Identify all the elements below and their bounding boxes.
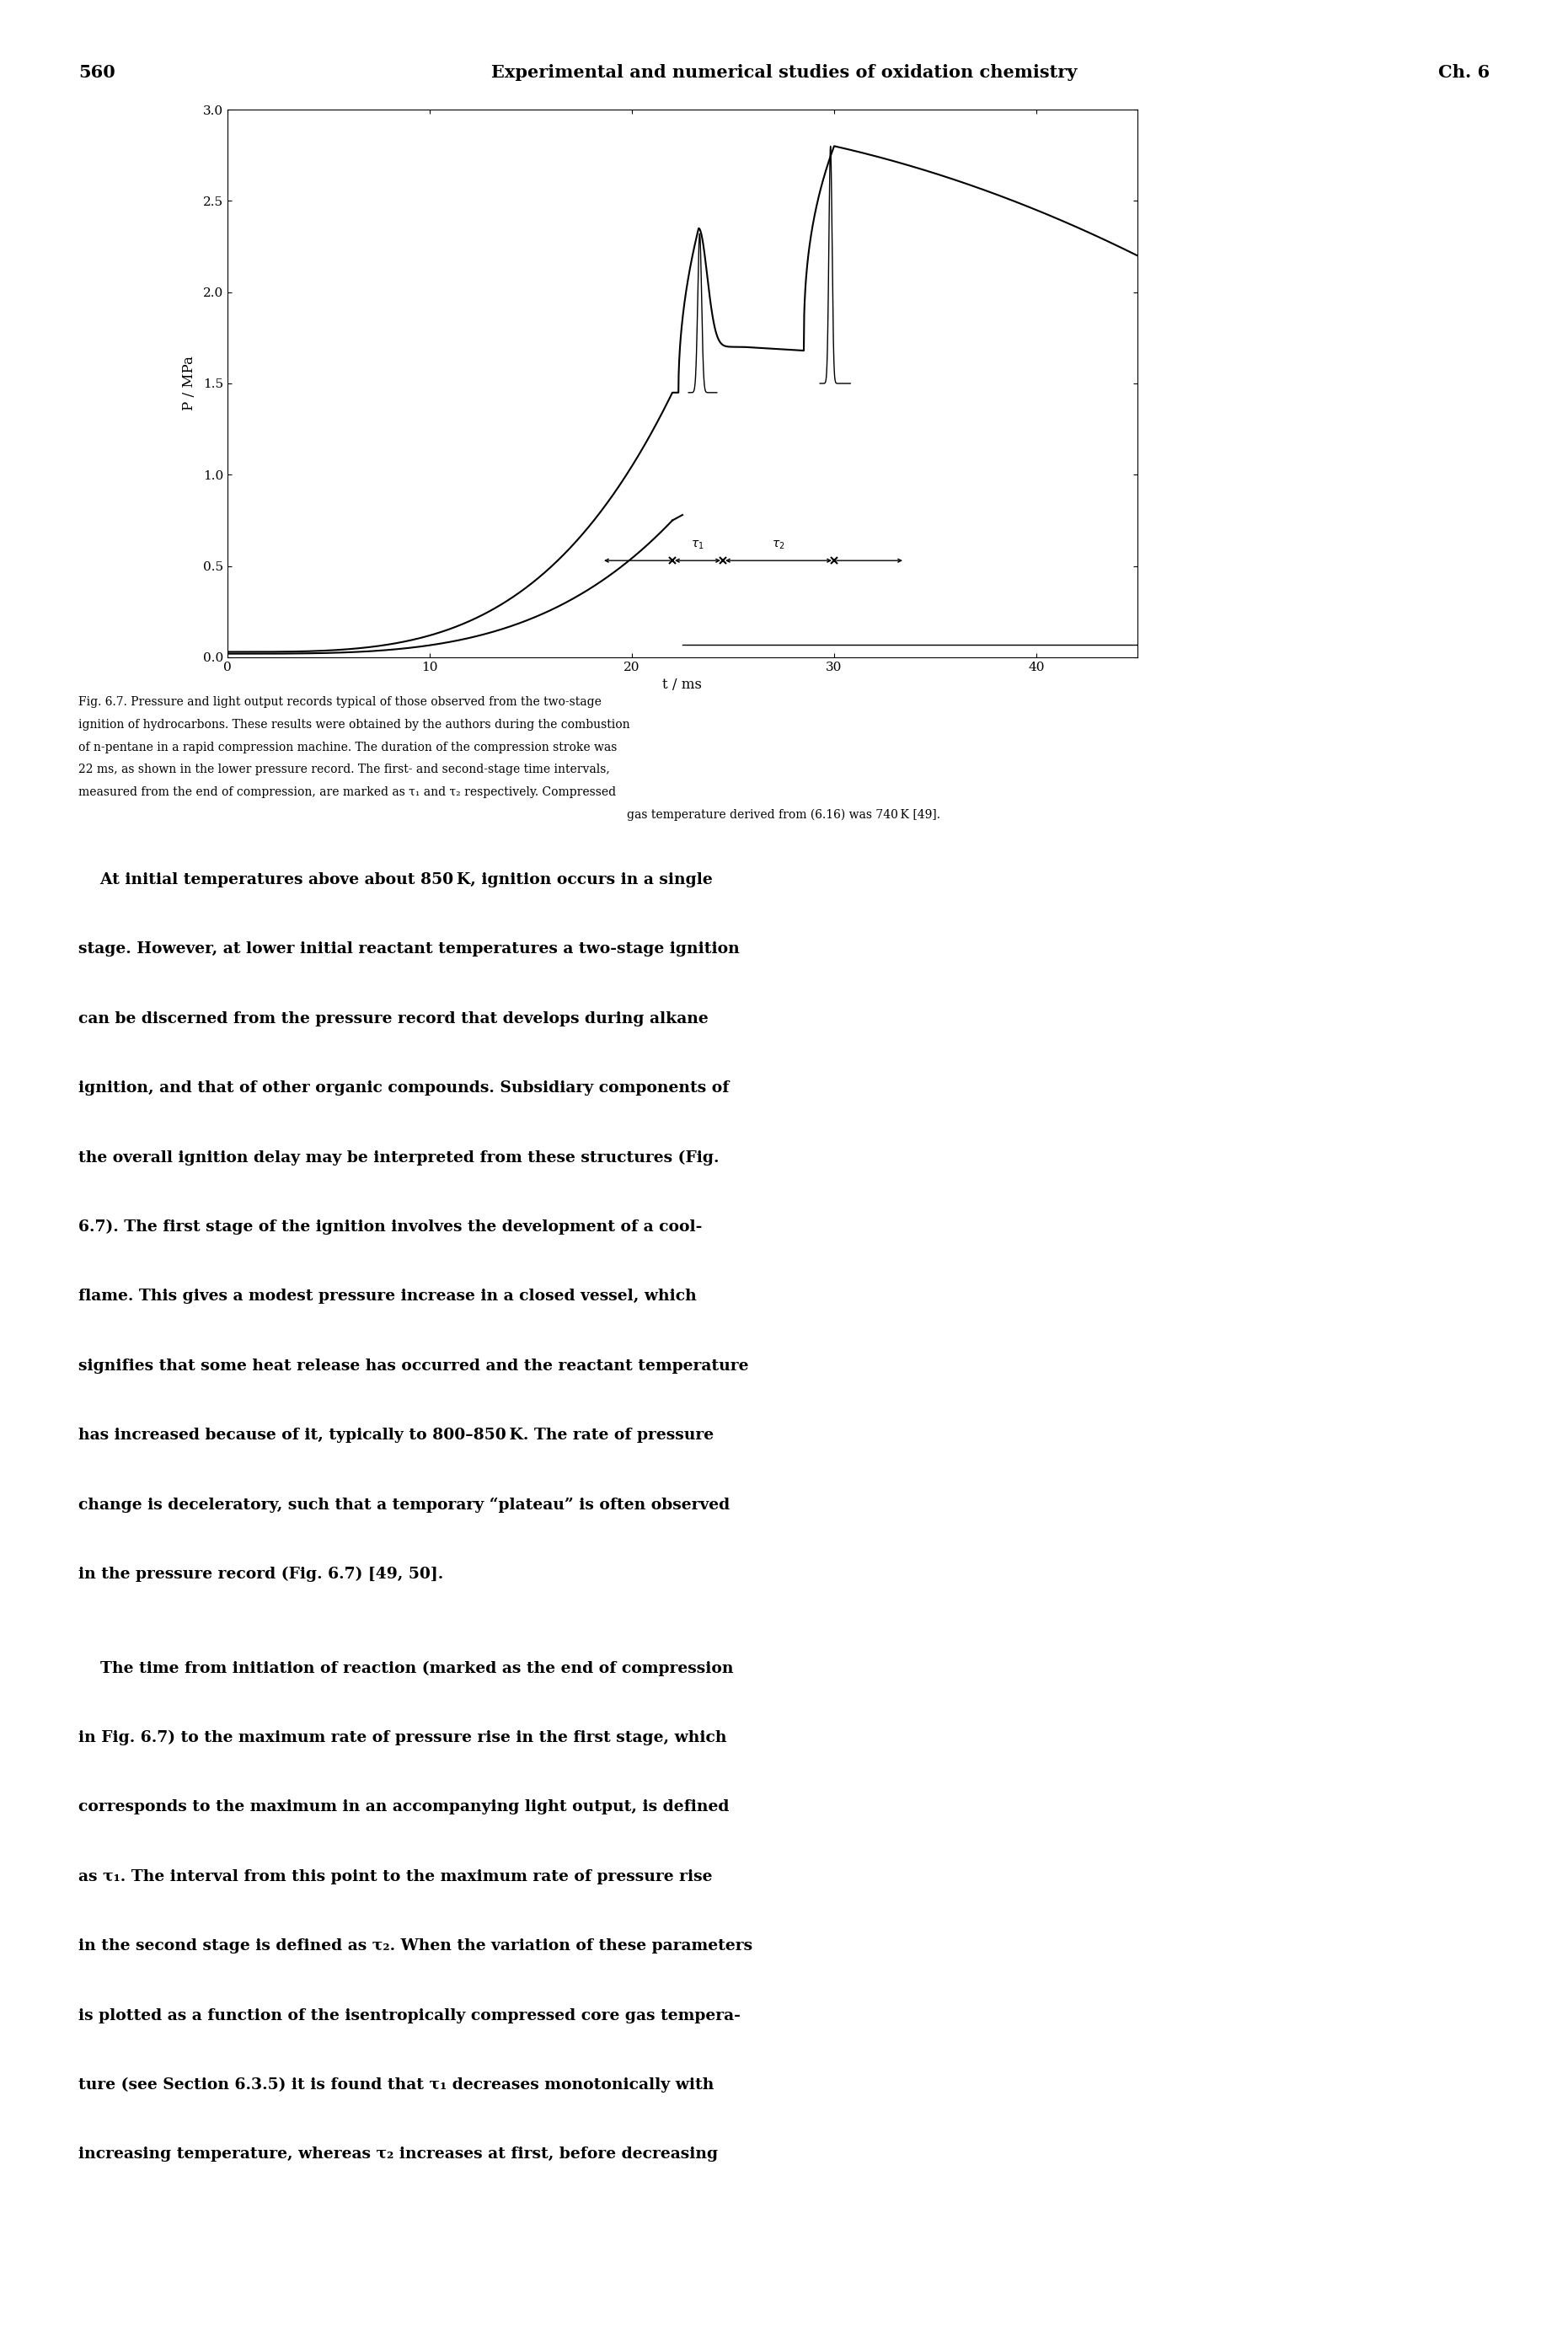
Text: can be discerned from the pressure record that develops during alkane: can be discerned from the pressure recor…: [78, 1012, 709, 1026]
Text: gas temperature derived from (6.16) was 740 K [49].: gas temperature derived from (6.16) was …: [627, 809, 941, 821]
Text: has increased because of it, typically to 800–850 K. The rate of pressure: has increased because of it, typically t…: [78, 1428, 713, 1442]
Text: of n-pentane in a rapid compression machine. The duration of the compression str: of n-pentane in a rapid compression mach…: [78, 742, 618, 754]
Text: ture (see Section 6.3.5) it is found that τ₁ decreases monotonically with: ture (see Section 6.3.5) it is found tha…: [78, 2077, 713, 2093]
Text: 22 ms, as shown in the lower pressure record. The first- and second-stage time i: 22 ms, as shown in the lower pressure re…: [78, 763, 610, 775]
Text: $\tau_1$: $\tau_1$: [691, 540, 704, 551]
Text: ignition, and that of other organic compounds. Subsidiary components of: ignition, and that of other organic comp…: [78, 1082, 729, 1096]
Text: in Fig. 6.7) to the maximum rate of pressure rise in the first stage, which: in Fig. 6.7) to the maximum rate of pres…: [78, 1731, 726, 1744]
Text: stage. However, at lower initial reactant temperatures a two-stage ignition: stage. However, at lower initial reactan…: [78, 942, 740, 956]
Text: The time from initiation of reaction (marked as the end of compression: The time from initiation of reaction (ma…: [78, 1661, 734, 1677]
Text: Fig. 6.7. Pressure and light output records typical of those observed from the t: Fig. 6.7. Pressure and light output reco…: [78, 695, 602, 707]
Text: corresponds to the maximum in an accompanying light output, is defined: corresponds to the maximum in an accompa…: [78, 1800, 729, 1814]
X-axis label: t / ms: t / ms: [663, 677, 702, 693]
Text: the overall ignition delay may be interpreted from these structures (Fig.: the overall ignition delay may be interp…: [78, 1149, 720, 1165]
Text: flame. This gives a modest pressure increase in a closed vessel, which: flame. This gives a modest pressure incr…: [78, 1289, 696, 1305]
Text: 560: 560: [78, 65, 116, 81]
Y-axis label: P / MPa: P / MPa: [182, 356, 196, 412]
Text: Experimental and numerical studies of oxidation chemistry: Experimental and numerical studies of ox…: [491, 65, 1077, 81]
Text: change is deceleratory, such that a temporary “plateau” is often observed: change is deceleratory, such that a temp…: [78, 1498, 731, 1512]
Text: measured from the end of compression, are marked as τ₁ and τ₂ respectively. Comp: measured from the end of compression, ar…: [78, 786, 616, 798]
Text: signifies that some heat release has occurred and the reactant temperature: signifies that some heat release has occ…: [78, 1358, 748, 1375]
Text: is plotted as a function of the isentropically compressed core gas tempera-: is plotted as a function of the isentrop…: [78, 2007, 740, 2024]
Text: as τ₁. The interval from this point to the maximum rate of pressure rise: as τ₁. The interval from this point to t…: [78, 1870, 712, 1884]
Text: Ch. 6: Ch. 6: [1438, 65, 1490, 81]
Text: 6.7). The first stage of the ignition involves the development of a cool-: 6.7). The first stage of the ignition in…: [78, 1219, 702, 1235]
Text: increasing temperature, whereas τ₂ increases at first, before decreasing: increasing temperature, whereas τ₂ incre…: [78, 2147, 718, 2163]
Text: in the pressure record (Fig. 6.7) [49, 50].: in the pressure record (Fig. 6.7) [49, 5…: [78, 1568, 444, 1582]
Text: ignition of hydrocarbons. These results were obtained by the authors during the : ignition of hydrocarbons. These results …: [78, 719, 630, 730]
Text: At initial temperatures above about 850 K, ignition occurs in a single: At initial temperatures above about 850 …: [78, 872, 712, 886]
Text: $\tau_2$: $\tau_2$: [771, 540, 786, 551]
Text: in the second stage is defined as τ₂. When the variation of these parameters: in the second stage is defined as τ₂. Wh…: [78, 1938, 753, 1954]
